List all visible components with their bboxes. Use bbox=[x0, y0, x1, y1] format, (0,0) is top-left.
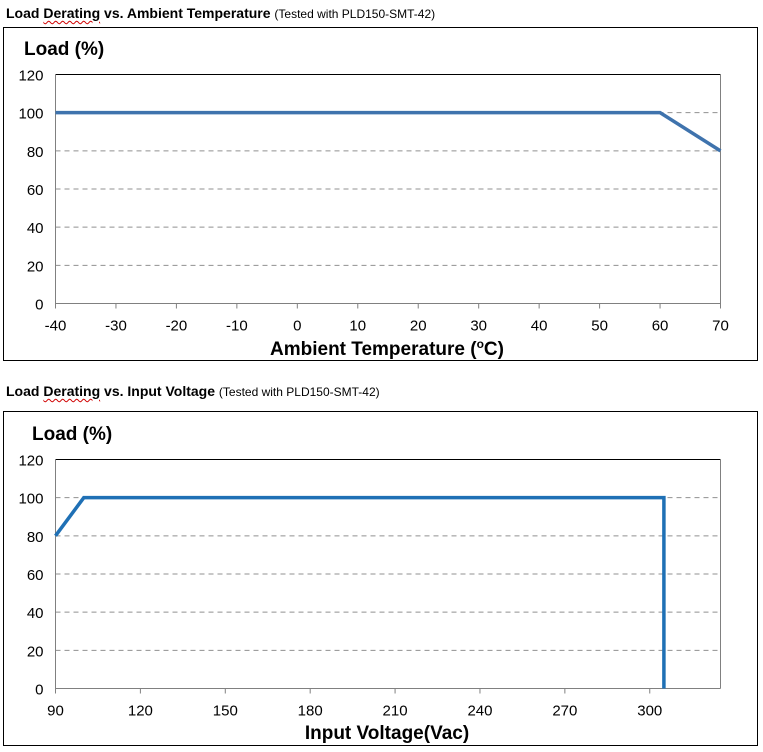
chart2-xtick-label: 210 bbox=[383, 703, 408, 720]
chart2-ytick-label: 40 bbox=[27, 605, 44, 622]
chart2-ytick-label: 120 bbox=[18, 453, 43, 470]
chart1-xtick-label: 10 bbox=[349, 318, 366, 335]
chart1-xtick-label: 30 bbox=[470, 318, 487, 335]
chart2-xtick-label: 180 bbox=[298, 703, 323, 720]
chart2-heading: Load Derating vs. Input Voltage (Tested … bbox=[6, 383, 380, 399]
chart1-xtick-label: -40 bbox=[45, 318, 67, 335]
chart2-ytick-label: 60 bbox=[27, 567, 44, 584]
chart1-x-axis-label-tail: C) bbox=[484, 339, 504, 360]
chart1-svg: 0 20 40 60 80 100 120 -40 -30 -20 -10 0 10 20 30 40 50 6… bbox=[18, 39, 729, 360]
chart1-ytick-label: 20 bbox=[27, 258, 44, 275]
chart1-xtick-label: 70 bbox=[712, 318, 729, 335]
chart1-ytick-label: 0 bbox=[35, 297, 43, 314]
chart1-heading-word-load: Load bbox=[6, 5, 40, 21]
chart1-x-axis-label-sup: o bbox=[477, 337, 484, 351]
chart1-y-axis-label: Load (%) bbox=[24, 39, 104, 60]
chart2-xtick-label: 270 bbox=[552, 703, 577, 720]
chart1-xtick-label: 0 bbox=[293, 318, 301, 335]
chart1-xtick-label: 60 bbox=[652, 318, 669, 335]
chart2-series-line bbox=[54, 495, 666, 689]
chart1-xtick-label: 40 bbox=[531, 318, 548, 335]
chart1-x-axis-label-main: Ambient Temperature ( bbox=[270, 339, 477, 360]
chart2-xtick-label: 120 bbox=[128, 703, 153, 720]
chart2-ytick-label: 20 bbox=[27, 643, 44, 660]
chart2-y-axis-label: Load (%) bbox=[32, 424, 112, 445]
chart1-frame: 0 20 40 60 80 100 120 -40 -30 -20 -10 0 10 20 30 40 50 6… bbox=[3, 27, 758, 361]
chart1-xtick-label: 20 bbox=[410, 318, 427, 335]
chart1-heading: Load Derating vs. Ambient Temperature (T… bbox=[6, 5, 435, 21]
chart2-ytick-label: 0 bbox=[35, 682, 43, 699]
chart1-x-axis-label: Ambient Temperature (oC) bbox=[270, 337, 504, 360]
chart1-heading-subtitle: (Tested with PLD150-SMT-42) bbox=[274, 7, 436, 21]
chart2-heading-word-derating: Derating bbox=[43, 383, 101, 399]
chart1-series-line bbox=[55, 110, 722, 153]
chart1-ytick-label: 120 bbox=[18, 68, 43, 85]
chart2-heading-subtitle: (Tested with PLD150-SMT-42) bbox=[218, 385, 380, 399]
chart2-xtick-label: 150 bbox=[213, 703, 238, 720]
chart1-xtick-label: -30 bbox=[105, 318, 127, 335]
chart1-xtick-label: -20 bbox=[166, 318, 188, 335]
chart1-ytick-label: 100 bbox=[18, 106, 43, 123]
chart1-ytick-label: 60 bbox=[27, 182, 44, 199]
chart2-xtick-label: 300 bbox=[637, 703, 662, 720]
chart2-ytick-label: 100 bbox=[18, 491, 43, 508]
chart2-heading-rest: vs. Input Voltage bbox=[104, 383, 216, 399]
chart1-ytick-label: 40 bbox=[27, 220, 44, 237]
chart2-frame: 0 20 40 60 80 100 120 90 120 150 180 210 240 270 300 … bbox=[3, 411, 758, 746]
chart2-xtick-label: 240 bbox=[467, 703, 492, 720]
chart2-xtick-label: 90 bbox=[47, 703, 64, 720]
chart1-heading-word-derating: Derating bbox=[43, 5, 101, 21]
chart1-xtick-label: -10 bbox=[226, 318, 248, 335]
chart2-heading-word-load: Load bbox=[6, 383, 40, 399]
chart2-ytick-label: 80 bbox=[27, 529, 44, 546]
chart2-x-axis-label: Input Voltage(Vac) bbox=[305, 723, 469, 744]
chart1-heading-rest: vs. Ambient Temperature bbox=[104, 5, 271, 21]
chart1-xtick-label: 50 bbox=[591, 318, 608, 335]
chart1-ytick-label: 80 bbox=[27, 144, 44, 161]
